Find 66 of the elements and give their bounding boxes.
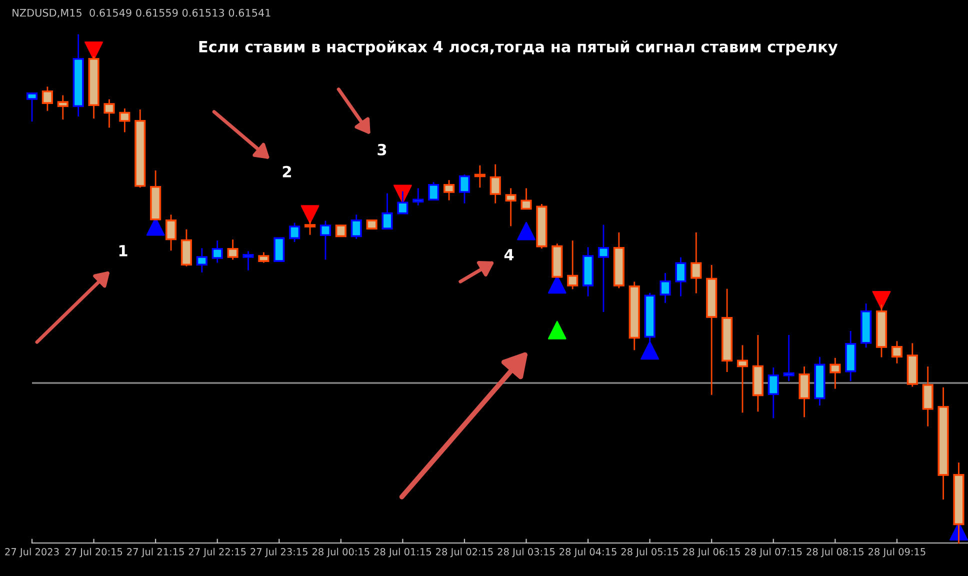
x-tick-label: 27 Jul 2023 [5,548,59,558]
x-tick-label: 28 Jul 04:15 [560,548,616,558]
candlestick [382,193,393,230]
candlestick [227,240,238,260]
chart-title: Если ставим в настройках 4 лося,тогда на пятый сигнал ставим стрелку [199,40,838,56]
candlestick [783,335,794,382]
x-tick-label: 28 Jul 06:15 [683,548,740,558]
candlestick [104,99,115,128]
candlestick [675,257,686,296]
candlestick [660,273,671,303]
candlestick [458,174,470,204]
annotation: 4 [504,249,514,260]
x-tick-label: 27 Jul 23:15 [250,548,308,558]
candlestick [520,188,532,210]
point [548,320,566,340]
candlestick [258,252,270,263]
candlestick [304,220,316,235]
candlestick [196,248,208,272]
annotation: 2 [282,166,291,178]
candlestick [26,92,38,122]
candlestick [212,240,223,263]
x-tick-label: 28 Jul 03:15 [498,548,555,558]
candlestick [474,165,486,188]
candlestick [598,224,610,312]
candlestick [736,345,748,413]
x-tick-label: 28 Jul 07:15 [744,548,802,558]
point [872,290,891,310]
point [517,222,536,240]
candlestick [119,108,130,132]
candlestick [320,220,332,260]
x-tick-label: 28 Jul 05:15 [621,548,678,558]
candlestick [335,224,346,238]
point [300,205,320,224]
candlestick [57,95,68,120]
candlestick [768,368,779,418]
candlestick [242,251,254,270]
candlestick [505,188,516,226]
x-tick-label: 28 Jul 09:15 [868,548,926,558]
annotation: 3 [378,144,386,156]
candlestick [922,366,934,426]
candlestick [891,341,902,364]
candlestick [428,182,440,200]
candlestick [567,240,578,290]
point [84,42,103,60]
point [640,341,660,360]
candlestick [397,191,408,214]
x-tick-label: 28 Jul 01:15 [374,548,431,558]
x-tick-label: 27 Jul 20:15 [65,548,122,558]
candlestick [350,214,362,239]
candlestick [289,222,300,242]
annotation: 1 [119,245,128,256]
candlestick [42,86,53,111]
candlestick [798,366,810,418]
x-tick-label: 28 Jul 02:15 [436,548,493,558]
candlestick [443,180,455,200]
x-tick-label: 28 Jul 00:15 [312,548,370,558]
x-tick-label: 27 Jul 21:15 [127,548,184,558]
text: NZDUSD,M15 0.61549 0.61559 0.61513 0.61541 [12,8,270,18]
x-tick-label: 28 Jul 08:15 [806,548,864,558]
candlestick [165,214,177,251]
candlestick [490,164,501,204]
candlestick [830,358,841,389]
candlestick [274,237,285,262]
candlestick [690,232,702,294]
candlestick [412,188,424,206]
x-tick-label: 27 Jul 22:15 [188,548,246,558]
